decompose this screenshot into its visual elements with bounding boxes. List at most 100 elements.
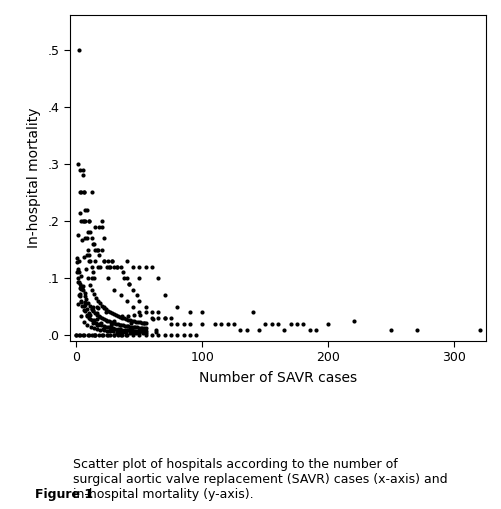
Point [84,274,92,282]
Point [88,263,96,271]
Point [88,188,96,196]
Point [73,331,81,340]
Point [114,331,122,340]
Point [88,234,96,242]
Point [88,286,96,294]
Point [78,285,86,293]
Point [167,314,175,322]
Point [78,217,86,225]
Point [95,320,103,328]
Point [78,302,86,310]
Point [93,302,101,310]
Point [90,316,98,324]
Point [117,291,125,299]
Point [103,263,111,271]
Point [75,291,83,299]
Point [75,278,83,287]
Text: Figure 1: Figure 1 [35,488,98,501]
Point [299,320,307,328]
Point [76,188,84,196]
Point [123,322,131,330]
Point [110,263,118,271]
Point [135,327,143,335]
Point [110,317,118,325]
Point [129,263,137,271]
Point [85,217,93,225]
Point [161,314,169,322]
Point [142,308,150,317]
Point [93,245,101,253]
Point [140,319,148,327]
Point [77,283,85,291]
Point [122,328,130,336]
Point [85,257,93,265]
Point [110,331,118,340]
Point [135,297,143,305]
Point [107,321,115,329]
Point [137,327,145,335]
Point [97,319,105,327]
Point [122,315,130,323]
Point [274,320,282,328]
Point [88,316,96,324]
Point [133,323,141,331]
Point [154,274,162,282]
Point [154,331,162,340]
Point [312,326,320,334]
Point [350,317,358,325]
Point [116,325,124,333]
Point [108,309,116,317]
Point [74,265,82,273]
Point [109,327,117,335]
Point [103,327,111,335]
Point [129,331,137,340]
Point [124,322,132,330]
Point [76,292,84,300]
Point [123,257,131,265]
Point [475,326,483,334]
Point [133,291,141,299]
Point [293,320,301,328]
Point [89,307,97,315]
Point [192,331,200,340]
Point [139,327,147,335]
Point [154,314,162,322]
Point [161,331,169,340]
Point [123,297,131,305]
Point [73,254,81,262]
Point [112,311,120,319]
Point [217,320,225,328]
Point [78,236,86,244]
Point [281,326,289,334]
Point [120,315,128,323]
Point [117,321,125,329]
Point [99,325,107,333]
Point [85,251,93,260]
Point [135,274,143,282]
Point [152,328,160,336]
Point [117,263,125,271]
Point [186,320,194,328]
Point [148,314,156,322]
Point [100,257,108,265]
Point [142,263,150,271]
Point [110,310,118,318]
Point [211,320,219,328]
Point [91,222,99,231]
Point [80,253,88,261]
Point [140,324,148,332]
Point [126,328,134,336]
Point [128,323,136,331]
Point [79,286,87,294]
Point [89,303,97,311]
Point [98,217,106,225]
Point [104,323,112,331]
Point [92,294,100,302]
Point [161,314,169,322]
Point [131,323,139,331]
Point [73,268,81,276]
Point [128,317,136,325]
Point [79,165,87,174]
Point [74,300,82,308]
Point [80,188,88,196]
